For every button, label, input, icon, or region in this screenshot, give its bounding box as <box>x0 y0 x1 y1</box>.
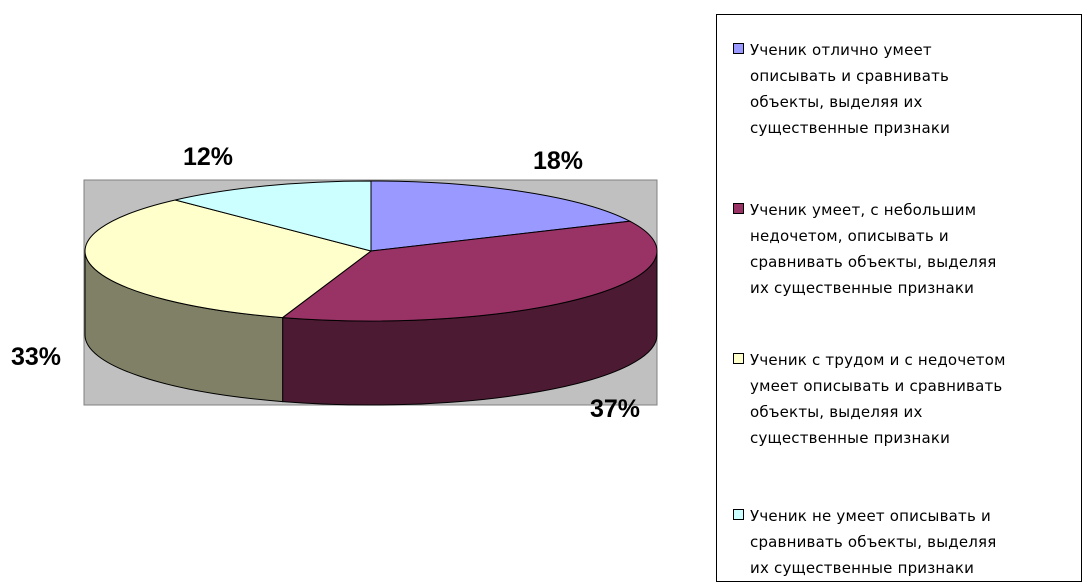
legend-label-4: Ученик не умеет описывать и сравнивать о… <box>750 507 997 577</box>
data-label-slice-2: 37% <box>590 395 641 423</box>
legend-label-1: Ученик отлично умеет описывать и сравнив… <box>750 41 951 137</box>
legend-item-3: Ученик с трудом и с недочетом умеет опис… <box>733 347 1079 451</box>
pie-chart-svg <box>83 179 658 406</box>
pie-slice-3 <box>84 199 373 319</box>
legend-item-1: Ученик отлично умеет описывать и сравнив… <box>733 37 1079 141</box>
legend-label-2: Ученик умеет, с небольшим недочетом, опи… <box>750 201 997 297</box>
legend-swatch-4 <box>733 509 744 520</box>
legend-swatch-1 <box>733 43 744 54</box>
chart-legend: Ученик отлично умеет описывать и сравнив… <box>716 14 1082 582</box>
legend-swatch-3 <box>733 353 744 364</box>
pie-slice-2 <box>281 220 658 322</box>
legend-item-2: Ученик умеет, с небольшим недочетом, опи… <box>733 197 1079 301</box>
data-label-slice-3: 33% <box>11 343 62 371</box>
legend-item-4: Ученик не умеет описывать и сравнивать о… <box>733 503 1079 581</box>
pie-slice-4 <box>175 180 372 252</box>
legend-swatch-2 <box>733 203 744 214</box>
pie-slice-1 <box>370 180 632 252</box>
legend-label-3: Ученик с трудом и с недочетом умеет опис… <box>750 351 1006 447</box>
data-label-slice-4: 12% <box>183 143 234 171</box>
pie-chart: 18% 37% 33% 12% <box>11 143 658 423</box>
data-label-slice-1: 18% <box>533 147 584 175</box>
